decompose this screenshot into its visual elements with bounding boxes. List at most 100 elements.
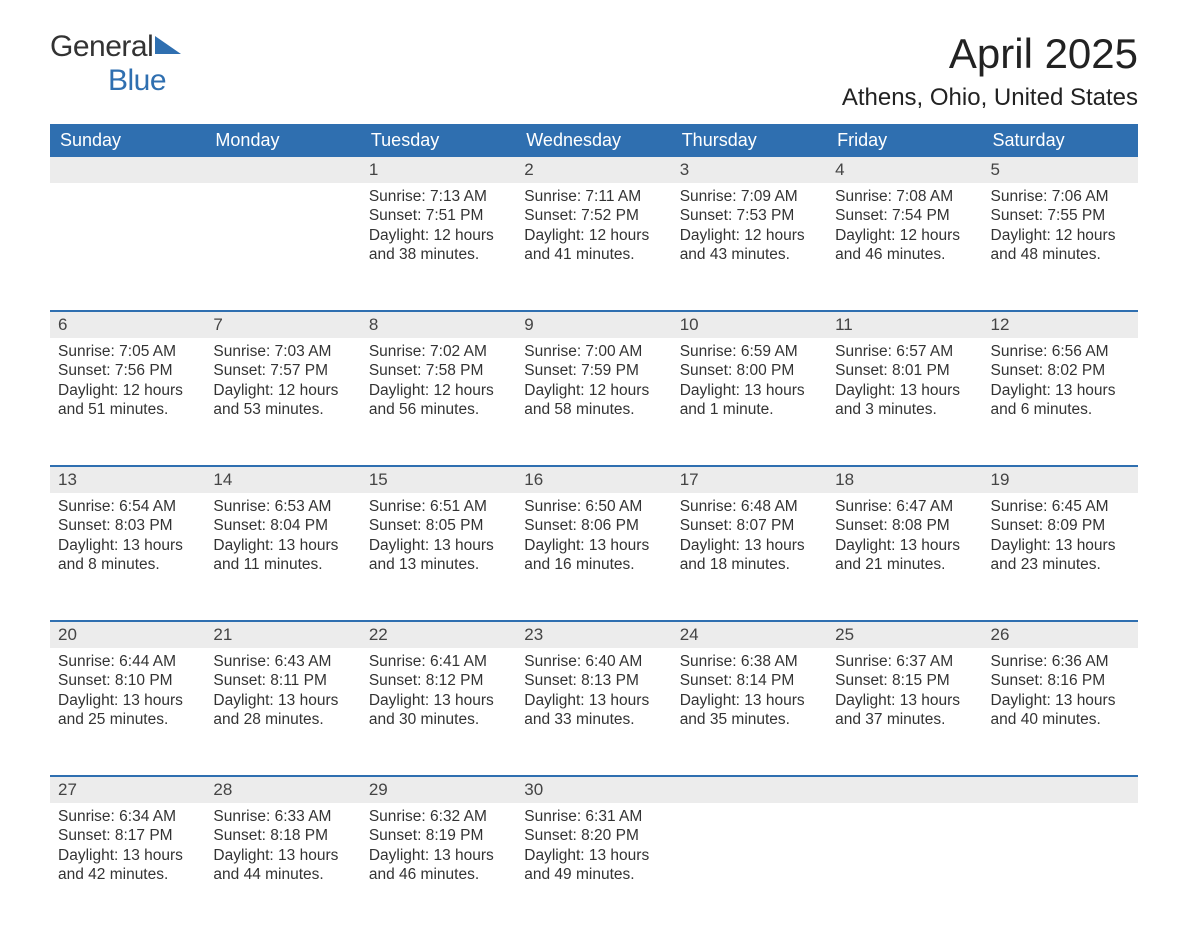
day-number-cell: 8 (361, 311, 516, 338)
sunset-text: Sunset: 8:02 PM (991, 361, 1130, 380)
day-number-cell: 14 (205, 466, 360, 493)
day-cell: Sunrise: 6:56 AMSunset: 8:02 PMDaylight:… (983, 338, 1138, 466)
sunset-text: Sunset: 8:01 PM (835, 361, 974, 380)
day-content-row: Sunrise: 6:54 AMSunset: 8:03 PMDaylight:… (50, 493, 1138, 621)
day-number-cell: 30 (516, 776, 671, 803)
day-number-cell: 25 (827, 621, 982, 648)
day-number-cell: 4 (827, 157, 982, 183)
day-number-cell: 22 (361, 621, 516, 648)
daylight-text: Daylight: 13 hours and 44 minutes. (213, 846, 352, 885)
sunset-text: Sunset: 8:14 PM (680, 671, 819, 690)
day-cell: Sunrise: 7:13 AMSunset: 7:51 PMDaylight:… (361, 183, 516, 311)
day-cell: Sunrise: 7:11 AMSunset: 7:52 PMDaylight:… (516, 183, 671, 311)
day-number-cell (50, 157, 205, 183)
day-cell-body: Sunrise: 7:11 AMSunset: 7:52 PMDaylight:… (516, 183, 671, 275)
daylight-text: Daylight: 12 hours and 43 minutes. (680, 226, 819, 265)
day-cell-body: Sunrise: 6:45 AMSunset: 8:09 PMDaylight:… (983, 493, 1138, 585)
sunrise-text: Sunrise: 6:36 AM (991, 652, 1130, 671)
day-content-row: Sunrise: 7:13 AMSunset: 7:51 PMDaylight:… (50, 183, 1138, 311)
day-cell: Sunrise: 7:06 AMSunset: 7:55 PMDaylight:… (983, 183, 1138, 311)
day-number-cell: 7 (205, 311, 360, 338)
sunrise-text: Sunrise: 6:56 AM (991, 342, 1130, 361)
day-number-cell: 19 (983, 466, 1138, 493)
daynum-row: 27282930 (50, 776, 1138, 803)
brand-logo: General Blue (50, 30, 181, 98)
daylight-text: Daylight: 12 hours and 38 minutes. (369, 226, 508, 265)
sunrise-text: Sunrise: 7:02 AM (369, 342, 508, 361)
logo-triangle-icon (155, 36, 181, 54)
sunset-text: Sunset: 7:56 PM (58, 361, 197, 380)
day-number-cell: 21 (205, 621, 360, 648)
weekday-header: Thursday (672, 124, 827, 157)
day-number-cell: 16 (516, 466, 671, 493)
day-cell-body: Sunrise: 6:59 AMSunset: 8:00 PMDaylight:… (672, 338, 827, 430)
day-number-cell: 1 (361, 157, 516, 183)
weekday-header: Sunday (50, 124, 205, 157)
day-cell (827, 803, 982, 931)
title-block: April 2025 Athens, Ohio, United States (842, 30, 1138, 112)
day-cell-body (50, 183, 205, 197)
day-cell: Sunrise: 6:32 AMSunset: 8:19 PMDaylight:… (361, 803, 516, 931)
day-cell: Sunrise: 6:54 AMSunset: 8:03 PMDaylight:… (50, 493, 205, 621)
daylight-text: Daylight: 12 hours and 51 minutes. (58, 381, 197, 420)
daylight-text: Daylight: 13 hours and 13 minutes. (369, 536, 508, 575)
sunset-text: Sunset: 8:18 PM (213, 826, 352, 845)
sunset-text: Sunset: 8:00 PM (680, 361, 819, 380)
sunrise-text: Sunrise: 7:11 AM (524, 187, 663, 206)
daynum-row: 12345 (50, 157, 1138, 183)
sunrise-text: Sunrise: 6:44 AM (58, 652, 197, 671)
sunset-text: Sunset: 8:17 PM (58, 826, 197, 845)
weekday-header: Wednesday (516, 124, 671, 157)
daylight-text: Daylight: 12 hours and 46 minutes. (835, 226, 974, 265)
day-number-cell: 2 (516, 157, 671, 183)
day-cell-body: Sunrise: 6:44 AMSunset: 8:10 PMDaylight:… (50, 648, 205, 740)
day-number-cell: 11 (827, 311, 982, 338)
daylight-text: Daylight: 13 hours and 1 minute. (680, 381, 819, 420)
day-number-cell: 24 (672, 621, 827, 648)
day-cell-body: Sunrise: 6:53 AMSunset: 8:04 PMDaylight:… (205, 493, 360, 585)
daylight-text: Daylight: 12 hours and 56 minutes. (369, 381, 508, 420)
day-number-cell: 12 (983, 311, 1138, 338)
day-cell-body: Sunrise: 7:00 AMSunset: 7:59 PMDaylight:… (516, 338, 671, 430)
sunset-text: Sunset: 8:07 PM (680, 516, 819, 535)
daylight-text: Daylight: 13 hours and 37 minutes. (835, 691, 974, 730)
day-cell-body: Sunrise: 7:13 AMSunset: 7:51 PMDaylight:… (361, 183, 516, 275)
daynum-row: 20212223242526 (50, 621, 1138, 648)
day-cell: Sunrise: 6:43 AMSunset: 8:11 PMDaylight:… (205, 648, 360, 776)
day-number-cell: 28 (205, 776, 360, 803)
sunrise-text: Sunrise: 6:34 AM (58, 807, 197, 826)
sunrise-text: Sunrise: 6:51 AM (369, 497, 508, 516)
day-cell-body (672, 803, 827, 817)
day-number-cell: 27 (50, 776, 205, 803)
day-cell: Sunrise: 6:41 AMSunset: 8:12 PMDaylight:… (361, 648, 516, 776)
day-cell: Sunrise: 6:44 AMSunset: 8:10 PMDaylight:… (50, 648, 205, 776)
sunrise-text: Sunrise: 7:06 AM (991, 187, 1130, 206)
day-cell: Sunrise: 6:45 AMSunset: 8:09 PMDaylight:… (983, 493, 1138, 621)
day-number-cell: 6 (50, 311, 205, 338)
sunset-text: Sunset: 8:10 PM (58, 671, 197, 690)
sunrise-text: Sunrise: 7:08 AM (835, 187, 974, 206)
day-cell-body: Sunrise: 6:48 AMSunset: 8:07 PMDaylight:… (672, 493, 827, 585)
sunset-text: Sunset: 8:05 PM (369, 516, 508, 535)
weekday-header-row: SundayMondayTuesdayWednesdayThursdayFrid… (50, 124, 1138, 157)
day-cell: Sunrise: 7:05 AMSunset: 7:56 PMDaylight:… (50, 338, 205, 466)
location-subtitle: Athens, Ohio, United States (842, 84, 1138, 112)
day-cell-body: Sunrise: 6:54 AMSunset: 8:03 PMDaylight:… (50, 493, 205, 585)
sunrise-text: Sunrise: 7:09 AM (680, 187, 819, 206)
sunset-text: Sunset: 8:20 PM (524, 826, 663, 845)
day-cell-body: Sunrise: 6:33 AMSunset: 8:18 PMDaylight:… (205, 803, 360, 895)
day-cell-body: Sunrise: 6:51 AMSunset: 8:05 PMDaylight:… (361, 493, 516, 585)
day-cell-body: Sunrise: 6:47 AMSunset: 8:08 PMDaylight:… (827, 493, 982, 585)
sunrise-text: Sunrise: 6:45 AM (991, 497, 1130, 516)
day-cell: Sunrise: 7:08 AMSunset: 7:54 PMDaylight:… (827, 183, 982, 311)
sunset-text: Sunset: 7:51 PM (369, 206, 508, 225)
sunset-text: Sunset: 7:54 PM (835, 206, 974, 225)
day-cell: Sunrise: 6:40 AMSunset: 8:13 PMDaylight:… (516, 648, 671, 776)
day-cell: Sunrise: 6:33 AMSunset: 8:18 PMDaylight:… (205, 803, 360, 931)
sunrise-text: Sunrise: 6:37 AM (835, 652, 974, 671)
page-header: General Blue April 2025 Athens, Ohio, Un… (50, 30, 1138, 112)
day-cell-body: Sunrise: 6:31 AMSunset: 8:20 PMDaylight:… (516, 803, 671, 895)
daynum-row: 13141516171819 (50, 466, 1138, 493)
daylight-text: Daylight: 13 hours and 6 minutes. (991, 381, 1130, 420)
sunset-text: Sunset: 8:12 PM (369, 671, 508, 690)
